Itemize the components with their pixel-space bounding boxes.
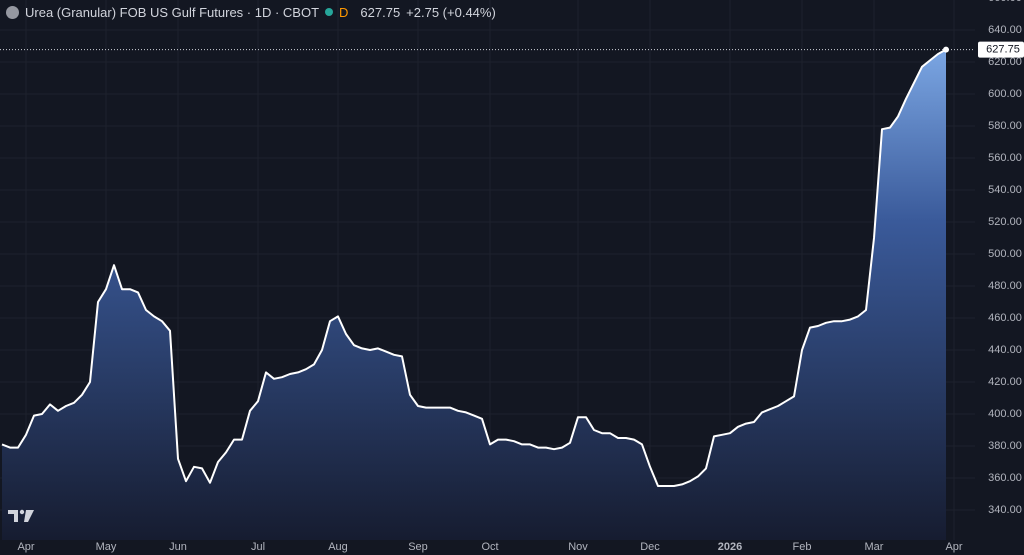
x-tick-label: Aug [328, 541, 348, 553]
y-tick-label: 660.00 [988, 0, 1022, 4]
tv-logo [8, 509, 34, 522]
last-price: 627.75 [360, 4, 401, 20]
y-tick-label: 560.00 [988, 152, 1022, 164]
x-tick-label: Apr [17, 541, 34, 553]
market-status [325, 8, 334, 16]
last-price-tag [978, 41, 1024, 58]
x-tick-label: Mar [865, 541, 884, 553]
symbol-title[interactable]: Urea (Granular) FOB US Gulf Futures · 1D… [25, 4, 320, 20]
header: Urea (Granular) FOB US Gulf Futures · 1D… [6, 3, 496, 21]
y-tick-label: 360.00 [988, 472, 1022, 484]
y-tick-label: 620.00 [988, 56, 1022, 68]
area-fill [2, 49, 946, 540]
y-tick-label: 600.00 [988, 88, 1022, 100]
x-tick-label: Sep [408, 541, 428, 553]
y-tick-label: 480.00 [988, 280, 1022, 292]
y-tick-label: 420.00 [988, 376, 1022, 388]
last-point [943, 46, 949, 53]
x-tick-label: 2026 [718, 541, 742, 553]
x-tick-label: Jul [251, 541, 265, 553]
y-tick-label: 500.00 [988, 248, 1022, 260]
x-tick-label: Jun [169, 541, 187, 553]
x-tick-label: Oct [481, 541, 498, 553]
y-tick-label: 520.00 [988, 216, 1022, 228]
x-tick-label: Nov [568, 541, 588, 553]
interval-badge[interactable]: D [339, 4, 349, 20]
x-tick-label: Apr [945, 541, 962, 553]
y-tick-label: 580.00 [988, 120, 1022, 132]
price-change: +2.75 (+0.44%) [406, 4, 496, 20]
y-tick-label: 440.00 [988, 344, 1022, 356]
last-price-label: 627.75 [986, 44, 1020, 56]
x-tick-label: May [96, 541, 117, 553]
price-line [1, 48, 947, 487]
symbol-icon [6, 5, 19, 19]
y-tick-label: 540.00 [988, 184, 1022, 196]
y-tick-label: 400.00 [988, 408, 1022, 420]
price-axis [975, 0, 1024, 555]
x-tick-label: Dec [640, 541, 660, 553]
x-tick-label: Feb [793, 541, 812, 553]
y-tick-label: 640.00 [988, 24, 1022, 36]
y-tick-label: 460.00 [988, 312, 1022, 324]
y-tick-label: 380.00 [988, 440, 1022, 452]
y-tick-label: 340.00 [988, 504, 1022, 516]
plot [0, 46, 975, 540]
